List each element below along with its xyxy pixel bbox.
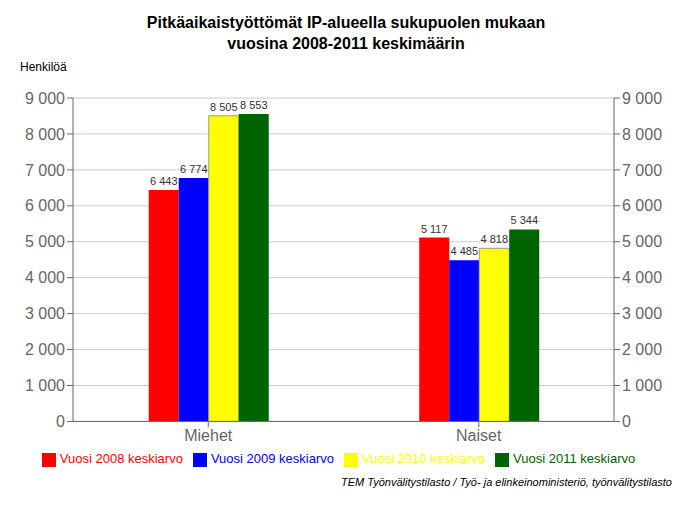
html-text:Vuosi 2010 keskiarvo: Vuosi 2010 keskiarvo xyxy=(362,451,486,467)
svg-text:5 000: 5 000 xyxy=(25,233,65,250)
svg-text:7 000: 7 000 xyxy=(25,162,65,179)
svg-text:6 774: 6 774 xyxy=(180,163,208,175)
svg-text:9 000: 9 000 xyxy=(622,90,662,107)
svg-text:8 553: 8 553 xyxy=(240,99,268,111)
html-text:Vuosi 2009 keskiarvo: Vuosi 2009 keskiarvo xyxy=(210,451,334,467)
svg-text:8 000: 8 000 xyxy=(622,126,662,143)
svg-text:1 000: 1 000 xyxy=(622,377,662,394)
html-text:TEM Työnvälitystilasto / Työ-: TEM Työnvälitystilasto / Työ- ja elinkei… xyxy=(341,476,672,488)
html-text:vuosina 2008-2011 keskimäärin: vuosina 2008-2011 keskimäärin xyxy=(227,35,465,52)
svg-text:9 000: 9 000 xyxy=(25,90,65,107)
svg-text:4 818: 4 818 xyxy=(480,233,508,245)
svg-text:5 344: 5 344 xyxy=(510,214,538,226)
svg-text:3 000: 3 000 xyxy=(622,305,662,322)
svg-text:4 485: 4 485 xyxy=(450,245,478,257)
svg-text:4 000: 4 000 xyxy=(25,269,65,286)
svg-text:1 000: 1 000 xyxy=(25,377,65,394)
svg-text:5 000: 5 000 xyxy=(622,233,662,250)
svg-text:2 000: 2 000 xyxy=(25,341,65,358)
svg-text:0: 0 xyxy=(622,413,631,430)
svg-text:7 000: 7 000 xyxy=(622,162,662,179)
svg-text:8 000: 8 000 xyxy=(25,126,65,143)
svg-text:Naiset: Naiset xyxy=(456,427,502,444)
svg-text:4 000: 4 000 xyxy=(622,269,662,286)
svg-text:6 443: 6 443 xyxy=(150,175,178,187)
html-text:Vuosi 2011 keskiarvo: Vuosi 2011 keskiarvo xyxy=(513,451,636,467)
html-text:Henkilöä: Henkilöä xyxy=(20,60,67,74)
html-text:Vuosi 2008 keskiarvo: Vuosi 2008 keskiarvo xyxy=(59,451,183,467)
svg-text:0: 0 xyxy=(56,413,65,430)
svg-text:8 505: 8 505 xyxy=(210,101,238,113)
html-text:Pitkäaikaistyöttömät IP-alueel: Pitkäaikaistyöttömät IP-alueella sukupuo… xyxy=(146,14,546,31)
svg-text:3 000: 3 000 xyxy=(25,305,65,322)
svg-text:2 000: 2 000 xyxy=(622,341,662,358)
svg-text:5 117: 5 117 xyxy=(421,223,448,235)
svg-text:6 000: 6 000 xyxy=(25,197,65,214)
svg-text:Miehet: Miehet xyxy=(184,427,233,444)
svg-text:6 000: 6 000 xyxy=(622,197,662,214)
